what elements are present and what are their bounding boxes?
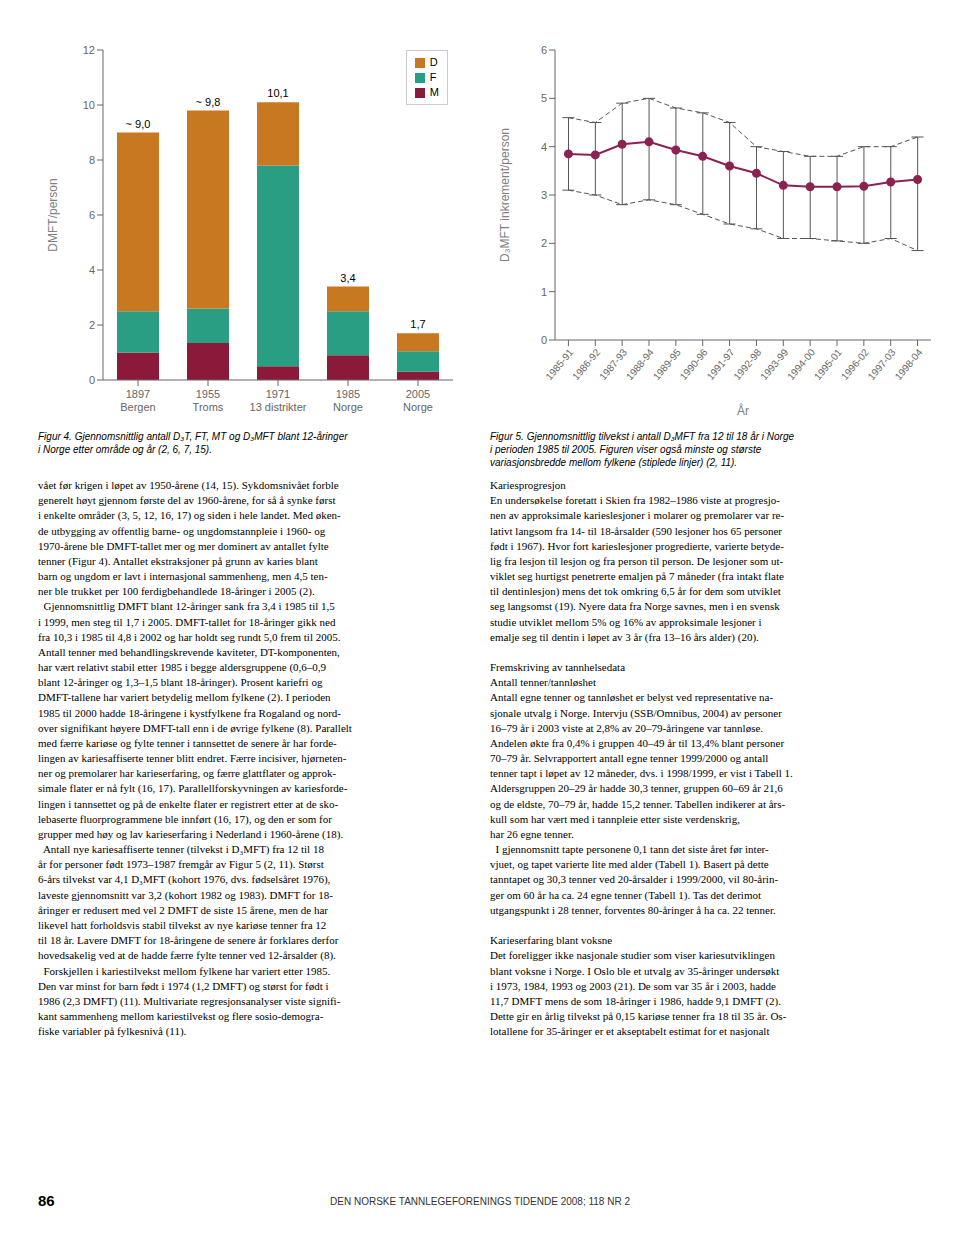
svg-text:10: 10 — [83, 99, 95, 111]
svg-text:2: 2 — [89, 319, 95, 331]
svg-text:1955Troms: 1955Troms — [193, 388, 224, 413]
svg-text:1991-97: 1991-97 — [704, 346, 737, 382]
html-text:M: M — [429, 86, 439, 98]
svg-text:1998-04: 1998-04 — [893, 346, 925, 382]
svg-text:1993-99: 1993-99 — [758, 346, 791, 382]
html-text:vået før krigen i løpet av 195: vået før krigen i løpet av 1950-årene (1… — [38, 479, 352, 1038]
svg-text:~ 9,8: ~ 9,8 — [196, 96, 221, 108]
html-text:Kariesprogresjon En undersøkel: Kariesprogresjon En undersøkelse foretat… — [490, 479, 793, 1038]
svg-text:3,4: 3,4 — [340, 272, 355, 284]
svg-text:1985Norge: 1985Norge — [333, 388, 363, 413]
svg-text:6: 6 — [541, 44, 547, 56]
svg-text:1994-00: 1994-00 — [785, 346, 818, 382]
svg-text:~ 9,0: ~ 9,0 — [126, 118, 151, 130]
svg-text:D₃MFT inkrement/person: D₃MFT inkrement/person — [498, 128, 512, 262]
svg-text:1996-02: 1996-02 — [838, 346, 871, 382]
svg-text:1897Bergen: 1897Bergen — [120, 388, 155, 413]
svg-text:1987-93: 1987-93 — [597, 346, 630, 382]
html-text:Figur 4. Gjennomsnittlig antal: Figur 4. Gjennomsnittlig antall D₃T, FT,… — [38, 431, 348, 455]
svg-text:8: 8 — [89, 154, 95, 166]
svg-text:2: 2 — [541, 237, 547, 249]
svg-text:6: 6 — [89, 209, 95, 221]
svg-text:År: År — [737, 403, 749, 418]
html-text:DEN NORSKE TANNLEGEFORENINGS T: DEN NORSKE TANNLEGEFORENINGS TIDENDE 200… — [330, 1196, 630, 1207]
svg-text:1,7: 1,7 — [410, 318, 425, 330]
html-text:86: 86 — [38, 1192, 55, 1209]
svg-text:1988-94: 1988-94 — [624, 346, 656, 382]
html-text:F: F — [429, 71, 437, 83]
svg-text:1997-03: 1997-03 — [865, 346, 898, 382]
svg-text:10,1: 10,1 — [267, 87, 288, 99]
svg-text:2005Norge: 2005Norge — [403, 388, 433, 413]
svg-text:197113 distrikter: 197113 distrikter — [250, 388, 307, 413]
html-text:Figur 5. Gjennomsnittlig tilve: Figur 5. Gjennomsnittlig tilvekst i anta… — [490, 431, 795, 468]
svg-text:DMFT/person: DMFT/person — [46, 178, 60, 251]
svg-text:12: 12 — [83, 44, 95, 56]
html-text:D: D — [429, 56, 438, 68]
svg-text:1985-91: 1985-91 — [543, 346, 576, 382]
svg-text:1990-96: 1990-96 — [677, 346, 710, 382]
svg-text:1986-92: 1986-92 — [570, 346, 603, 382]
svg-text:5: 5 — [541, 92, 547, 104]
svg-text:1995-01: 1995-01 — [812, 346, 844, 382]
svg-text:0: 0 — [89, 374, 95, 386]
svg-text:0: 0 — [541, 334, 547, 346]
svg-text:1989-95: 1989-95 — [650, 346, 683, 382]
svg-text:4: 4 — [89, 264, 95, 276]
svg-text:4: 4 — [541, 141, 547, 153]
svg-text:1: 1 — [541, 286, 547, 298]
svg-text:1992-98: 1992-98 — [731, 346, 764, 382]
svg-text:3: 3 — [541, 189, 547, 201]
